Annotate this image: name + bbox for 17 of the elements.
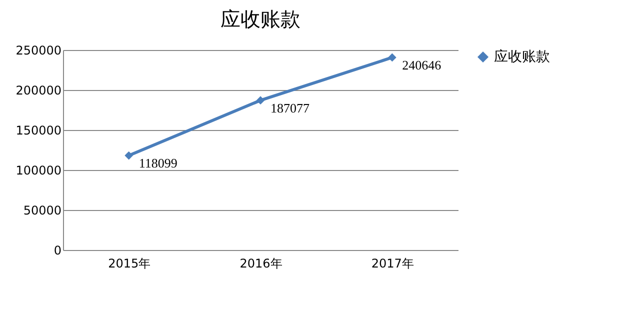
legend-label: 应收账款	[494, 49, 550, 65]
y-tick-label: 0	[54, 244, 62, 258]
x-tick-label: 2015年	[108, 256, 151, 270]
x-tick-label: 2017年	[371, 256, 414, 270]
data-label: 240646	[402, 57, 442, 72]
y-tick-label: 250000	[16, 44, 62, 58]
data-label: 118099	[138, 156, 178, 171]
point	[256, 96, 265, 105]
data-label: 187077	[270, 100, 310, 116]
y-tick-label: 50000	[23, 204, 62, 218]
y-tick-label: 150000	[16, 124, 62, 138]
y-tick-label: 100000	[16, 164, 62, 178]
point	[124, 151, 134, 160]
y-tick-label: 200000	[16, 84, 62, 98]
chart-title: 应收账款	[220, 7, 300, 31]
x-tick-label: 2016年	[240, 256, 282, 270]
point	[388, 53, 396, 62]
